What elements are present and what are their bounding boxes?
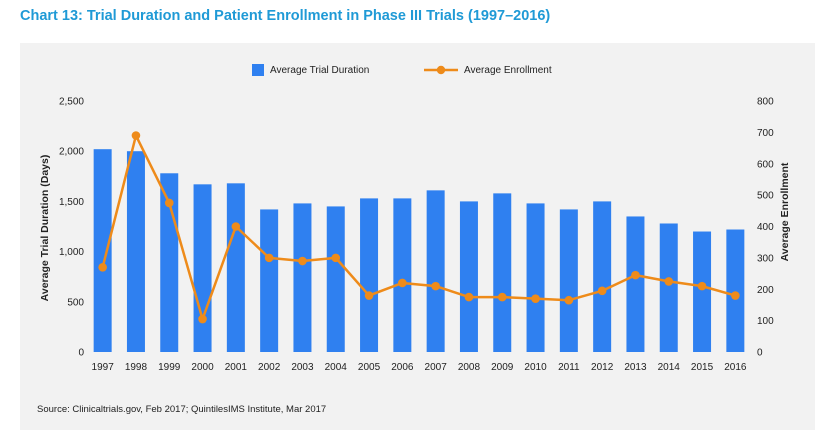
y-tick: 0	[78, 348, 84, 359]
bar-2000	[193, 184, 212, 352]
x-tick-2012: 2012	[591, 362, 614, 373]
source-note: Source: Clinicaltrials.gov, Feb 2017; Qu…	[37, 404, 327, 415]
y2-tick: 0	[757, 348, 763, 359]
x-tick-2008: 2008	[458, 362, 481, 373]
bar-2014	[659, 223, 678, 352]
point-2005	[364, 291, 374, 300]
y2-tick: 800	[757, 97, 774, 108]
x-tick-1999: 1999	[158, 362, 181, 373]
point-1997	[98, 262, 107, 272]
y-axis-ticks: 0 500 1,000 1,500 2,000 2,500	[59, 97, 84, 359]
point-2015	[697, 281, 707, 291]
x-tick-2000: 2000	[191, 362, 214, 373]
point-2014	[664, 277, 674, 286]
bar-2007	[426, 190, 445, 352]
y2-tick: 100	[757, 316, 774, 327]
legend-label-enrollment: Average Enrollment	[464, 64, 552, 76]
point-1998	[131, 131, 141, 140]
x-tick-2014: 2014	[658, 362, 681, 373]
bar-2006	[393, 198, 412, 352]
y2-tick: 300	[757, 253, 774, 264]
y2-tick: 400	[757, 222, 774, 233]
y-tick: 1,000	[59, 247, 84, 258]
bar-2010	[526, 203, 545, 352]
x-tick-1998: 1998	[125, 362, 148, 373]
y-tick: 1,500	[59, 197, 84, 208]
x-tick-2009: 2009	[491, 362, 514, 373]
bar-1997	[93, 149, 112, 352]
point-2009	[497, 292, 507, 302]
bar-2009	[493, 193, 512, 352]
legend-swatch-bar	[252, 64, 264, 76]
x-tick-2011: 2011	[558, 362, 580, 373]
x-tick-2004: 2004	[325, 362, 348, 373]
point-2010	[531, 294, 540, 303]
bar-2002	[260, 209, 279, 352]
point-2001	[231, 222, 241, 231]
legend-swatch-line	[424, 65, 458, 75]
x-tick-2013: 2013	[624, 362, 647, 373]
point-2011	[564, 295, 574, 305]
y-tick: 2,000	[59, 147, 84, 158]
enrollment-line	[101, 134, 736, 321]
point-2003	[298, 256, 307, 266]
point-2006	[398, 278, 407, 288]
bar-2001	[226, 183, 245, 352]
x-axis-ticks: 1997 1998 1999 2000 2001 2002 2003 2004 2005 2006…	[92, 362, 747, 373]
point-2008	[464, 292, 474, 302]
legend-label-duration: Average Trial Duration	[270, 64, 370, 76]
bar-2015	[693, 231, 712, 352]
point-2002	[264, 253, 274, 263]
legend-item-enrollment: Average Enrollment	[424, 62, 552, 78]
x-tick-2006: 2006	[391, 362, 414, 373]
y2-axis-ticks: 0 100 200 300 400 500 600 700 800	[757, 97, 774, 359]
point-1999	[164, 198, 174, 208]
chart-panel	[20, 43, 815, 430]
point-2012	[597, 286, 607, 296]
legend-item-duration: Average Trial Duration	[252, 62, 369, 78]
y-tick: 2,500	[59, 97, 84, 108]
y2-tick: 200	[757, 285, 774, 296]
point-2007	[431, 281, 440, 291]
bar-1998	[126, 151, 145, 352]
y-axis-title: Average Trial Duration (Days)	[39, 155, 51, 302]
bar-2004	[326, 206, 345, 352]
bar-2016	[726, 229, 745, 352]
bar-2013	[626, 216, 645, 352]
chart-title: Chart 13: Trial Duration and Patient Enr…	[20, 8, 551, 24]
x-tick-2007: 2007	[425, 362, 448, 373]
point-2013	[631, 270, 640, 280]
x-tick-2002: 2002	[258, 362, 281, 373]
bar-2008	[459, 201, 478, 352]
bar-2005	[360, 198, 379, 352]
x-tick-2005: 2005	[358, 362, 381, 373]
x-tick-2010: 2010	[524, 362, 547, 373]
line-series	[98, 131, 740, 324]
legend-marker	[436, 65, 446, 75]
bar-2003	[293, 203, 312, 352]
x-tick-2015: 2015	[691, 362, 714, 373]
y2-tick: 500	[757, 191, 774, 202]
bar-2012	[593, 201, 612, 352]
bar-series	[93, 149, 745, 352]
bar-2011	[559, 209, 578, 352]
x-tick-2003: 2003	[291, 362, 314, 373]
y2-axis-title: Average Enrollment	[779, 162, 791, 261]
x-tick-2001: 2001	[225, 362, 248, 373]
y2-tick: 700	[757, 128, 774, 139]
y-tick: 500	[67, 297, 84, 308]
x-tick-2016: 2016	[724, 362, 747, 373]
point-2000	[198, 314, 207, 324]
point-2016	[731, 291, 740, 300]
x-tick-1997: 1997	[92, 362, 115, 373]
y2-tick: 600	[757, 159, 774, 170]
point-2004	[331, 253, 341, 263]
